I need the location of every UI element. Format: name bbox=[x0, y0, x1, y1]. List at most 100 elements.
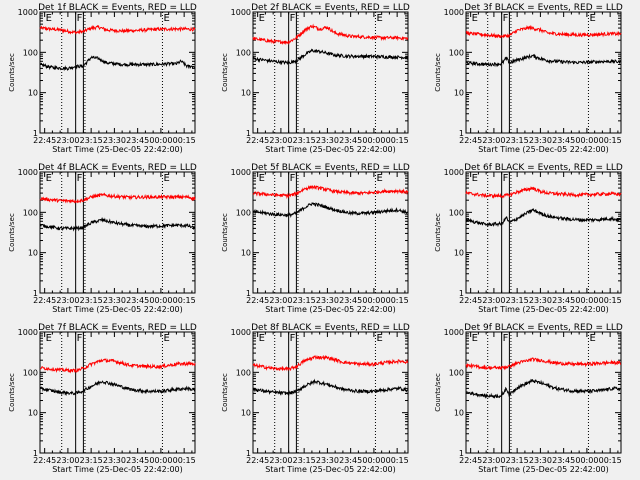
plot-panel-4: Det 4f BLACK = Events, RED = LLD 1 10 100 10… bbox=[8, 163, 197, 314]
y-tick-label: 10 bbox=[28, 89, 38, 98]
x-tick-label: 23:15 bbox=[80, 296, 103, 305]
y-tick-label: 1 bbox=[246, 449, 251, 458]
plot-title: Det 2f BLACK = Events, RED = LLD bbox=[251, 3, 410, 13]
x-tick-label: 00:00 bbox=[149, 136, 172, 145]
x-tick-label: 23:30 bbox=[529, 136, 552, 145]
event-marker-label: E bbox=[589, 13, 595, 24]
x-tick-label: 23:45 bbox=[126, 136, 149, 145]
x-axis-label: Start Time (25-Dec-05 22:42:00) bbox=[478, 465, 609, 474]
events-series-line bbox=[465, 378, 622, 399]
event-marker-label: E bbox=[589, 333, 595, 344]
plot-panel-2: Det 2f BLACK = Events, RED = LLD 1 10 100 10… bbox=[221, 3, 410, 154]
plot-title: Det 4f BLACK = Events, RED = LLD bbox=[38, 163, 197, 173]
y-tick-label: 1 bbox=[246, 129, 251, 138]
event-marker-label: F bbox=[503, 333, 509, 344]
y-tick-label: 10 bbox=[454, 409, 464, 418]
event-marker-label: E bbox=[589, 173, 595, 184]
plot-panel-7: Det 7f BLACK = Events, RED = LLD 1 10 100 10… bbox=[8, 323, 197, 474]
lld-series-line bbox=[465, 357, 622, 371]
y-tick-label: 1000 bbox=[18, 328, 38, 337]
x-tick-label: 23:15 bbox=[293, 456, 316, 465]
events-series-line bbox=[252, 378, 409, 396]
x-tick-label: 23:00 bbox=[269, 136, 292, 145]
x-axis-label: Start Time (25-Dec-05 22:42:00) bbox=[478, 305, 609, 314]
plot-panel-9: Det 9f BLACK = Events, RED = LLD 1 10 100 10… bbox=[434, 323, 623, 474]
plot-title: Det 1f BLACK = Events, RED = LLD bbox=[38, 3, 197, 13]
x-tick-label: 23:45 bbox=[126, 456, 149, 465]
x-tick-label: 00:15 bbox=[599, 296, 622, 305]
y-tick-label: 1 bbox=[33, 289, 38, 298]
event-marker-label: E bbox=[376, 173, 382, 184]
x-tick-label: 23:45 bbox=[552, 136, 575, 145]
x-tick-label: 00:00 bbox=[575, 136, 598, 145]
x-tick-label: 00:15 bbox=[386, 456, 409, 465]
event-marker-label: E bbox=[259, 13, 265, 24]
y-axis-label: Counts/sec bbox=[434, 53, 442, 92]
x-tick-label: 23:30 bbox=[103, 296, 126, 305]
y-tick-label: 10 bbox=[28, 409, 38, 418]
event-marker-label: F bbox=[290, 173, 296, 184]
x-tick-label: 23:15 bbox=[293, 136, 316, 145]
event-marker-label: E bbox=[259, 173, 265, 184]
event-marker-label: E bbox=[472, 333, 478, 344]
plot-frame bbox=[252, 11, 409, 134]
event-marker-label: E bbox=[472, 13, 478, 24]
event-marker-label: E bbox=[376, 13, 382, 24]
y-tick-label: 1 bbox=[33, 449, 38, 458]
x-tick-label: 23:15 bbox=[506, 136, 529, 145]
x-tick-label: 00:15 bbox=[173, 296, 196, 305]
x-tick-label: 00:00 bbox=[575, 456, 598, 465]
lld-series-line bbox=[252, 354, 409, 372]
x-tick-label: 23:30 bbox=[316, 296, 339, 305]
event-marker-label: E bbox=[163, 13, 169, 24]
x-tick-label: 22:45 bbox=[459, 136, 482, 145]
x-axis-label: Start Time (25-Dec-05 22:42:00) bbox=[265, 145, 396, 154]
y-axis-label: Counts/sec bbox=[434, 213, 442, 252]
lld-series-line bbox=[465, 186, 622, 199]
y-axis-label: Counts/sec bbox=[221, 53, 229, 92]
x-tick-label: 00:15 bbox=[173, 136, 196, 145]
y-tick-label: 1 bbox=[33, 129, 38, 138]
x-tick-label: 22:45 bbox=[246, 456, 269, 465]
plot-panel-5: Det 5f BLACK = Events, RED = LLD 1 10 100 10… bbox=[221, 163, 410, 314]
x-tick-label: 23:00 bbox=[56, 296, 79, 305]
x-tick-label: 23:15 bbox=[506, 296, 529, 305]
y-tick-label: 100 bbox=[23, 48, 38, 57]
x-axis-label: Start Time (25-Dec-05 22:42:00) bbox=[265, 305, 396, 314]
x-tick-label: 23:45 bbox=[339, 296, 362, 305]
x-tick-label: 22:45 bbox=[459, 296, 482, 305]
y-tick-label: 1000 bbox=[231, 8, 251, 17]
x-axis-label: Start Time (25-Dec-05 22:42:00) bbox=[265, 465, 396, 474]
x-tick-label: 23:45 bbox=[126, 296, 149, 305]
x-tick-label: 23:00 bbox=[482, 296, 505, 305]
plot-title: Det 3f BLACK = Events, RED = LLD bbox=[464, 3, 623, 13]
x-tick-label: 00:15 bbox=[386, 296, 409, 305]
events-series-line bbox=[39, 380, 196, 397]
y-tick-label: 1000 bbox=[444, 8, 464, 17]
y-tick-label: 100 bbox=[449, 368, 464, 377]
x-tick-label: 23:15 bbox=[293, 296, 316, 305]
plot-frame bbox=[39, 331, 196, 454]
y-tick-label: 100 bbox=[236, 368, 251, 377]
y-tick-label: 1 bbox=[459, 289, 464, 298]
lld-series-line bbox=[252, 185, 409, 200]
y-tick-label: 100 bbox=[236, 48, 251, 57]
y-tick-label: 1000 bbox=[18, 168, 38, 177]
x-tick-label: 00:15 bbox=[386, 136, 409, 145]
y-tick-label: 1 bbox=[459, 449, 464, 458]
y-axis-label: Counts/sec bbox=[8, 53, 16, 92]
y-tick-label: 1000 bbox=[231, 328, 251, 337]
x-tick-label: 23:45 bbox=[339, 456, 362, 465]
event-marker-label: E bbox=[472, 173, 478, 184]
plot-frame bbox=[39, 11, 196, 134]
y-axis-label: Counts/sec bbox=[8, 213, 16, 252]
x-tick-label: 00:15 bbox=[173, 456, 196, 465]
event-marker-label: E bbox=[163, 333, 169, 344]
x-tick-label: 00:00 bbox=[575, 296, 598, 305]
lld-series-line bbox=[39, 24, 196, 35]
event-marker-label: F bbox=[503, 13, 509, 24]
events-series-line bbox=[465, 53, 622, 68]
plot-panel-1: Det 1f BLACK = Events, RED = LLD 1 10 100 10… bbox=[8, 3, 197, 154]
x-tick-label: 23:15 bbox=[506, 456, 529, 465]
x-tick-label: 23:30 bbox=[103, 136, 126, 145]
